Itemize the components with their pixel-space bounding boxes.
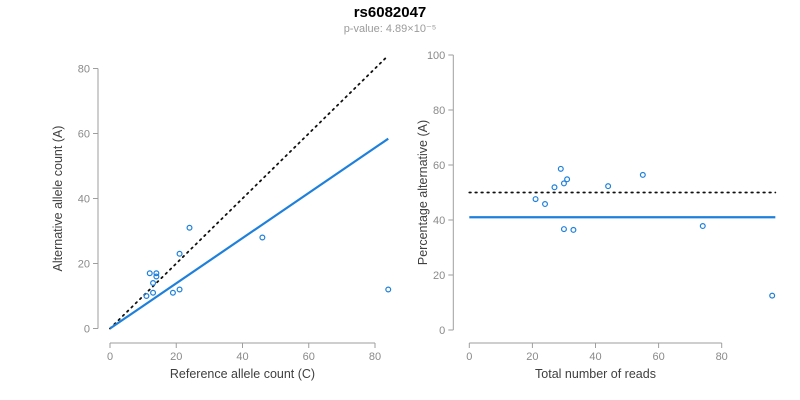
data-point (176, 250, 183, 257)
data-points (143, 224, 392, 300)
y-tick-label: 20 (433, 270, 445, 282)
data-point (570, 226, 577, 233)
fit-line (109, 137, 389, 330)
data-point (259, 234, 266, 241)
data-point (557, 165, 564, 172)
data-point (769, 292, 776, 299)
data-point (153, 270, 160, 277)
data-point (542, 201, 549, 208)
y-axis-label: Alternative allele count (A) (51, 126, 65, 272)
data-point (560, 180, 567, 187)
x-axis: 0 20 40 60 80 (107, 342, 381, 363)
data-point (150, 289, 157, 296)
y-tick-label: 0 (84, 324, 90, 336)
x-tick-label: 0 (466, 351, 472, 363)
x-tick-label: 60 (303, 351, 315, 363)
y-tick-label: 100 (427, 50, 445, 62)
data-point (169, 289, 176, 296)
y-axis: 0 20 40 60 80 100 (427, 50, 454, 337)
x-tick-label: 80 (716, 351, 728, 363)
data-point (532, 196, 539, 203)
y-tick-label: 60 (78, 129, 90, 141)
right-scatter-plot-percentage-alternative: 0 20 40 60 80 100 0 20 40 60 80 Total number of rea… (416, 50, 777, 381)
y-axis: 0 20 40 60 80 (78, 64, 99, 336)
x-axis-label: Total number of reads (535, 367, 656, 381)
y-axis-label: Percentage alternative (A) (416, 120, 430, 265)
x-tick-label: 20 (526, 351, 538, 363)
data-point (176, 286, 183, 293)
data-point (639, 171, 646, 178)
data-point (385, 286, 392, 293)
data-point (146, 270, 153, 277)
y-tick-label: 40 (433, 215, 445, 227)
data-point (564, 176, 571, 183)
y-tick-label: 80 (433, 105, 445, 117)
data-point (150, 280, 157, 287)
data-point (560, 226, 567, 233)
y-tick-label: 0 (439, 325, 445, 337)
data-point (143, 293, 150, 300)
identity-line (109, 54, 390, 330)
x-tick-label: 40 (236, 351, 248, 363)
x-axis-label: Reference allele count (C) (170, 367, 315, 381)
x-tick-label: 0 (107, 351, 113, 363)
x-tick-label: 20 (170, 351, 182, 363)
y-tick-label: 60 (433, 160, 445, 172)
x-axis: 0 20 40 60 80 (466, 342, 728, 363)
x-tick-label: 60 (652, 351, 664, 363)
y-tick-label: 20 (78, 259, 90, 271)
data-point (186, 224, 193, 231)
data-point (605, 183, 612, 190)
x-tick-label: 40 (589, 351, 601, 363)
data-point (551, 184, 558, 191)
y-tick-label: 80 (78, 64, 90, 76)
left-scatter-plot-allele-counts: 0 20 40 60 80 0 20 40 60 80 Reference allele count… (51, 54, 392, 381)
x-tick-label: 80 (369, 351, 381, 363)
data-point (699, 223, 706, 230)
y-tick-label: 40 (78, 194, 90, 206)
data-point (153, 273, 160, 280)
data-points (532, 165, 776, 299)
